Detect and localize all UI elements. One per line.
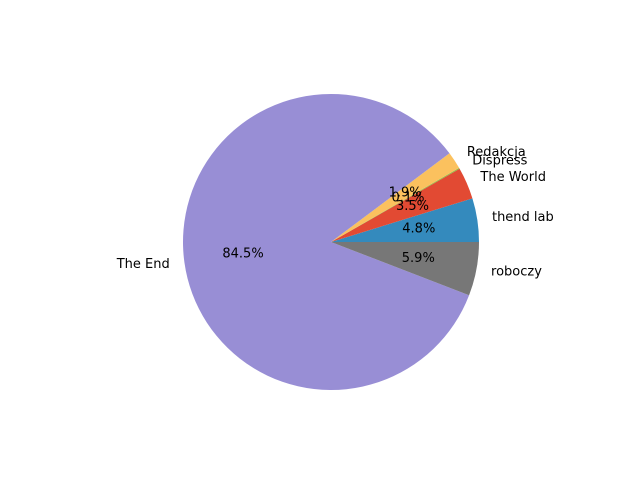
slice-label-dispress: Dispress (472, 153, 527, 168)
pie-slice-the-end (183, 93, 470, 390)
pie-slice-dispress (331, 167, 460, 242)
pie-slice-redakcja (331, 153, 460, 242)
slice-label-the-world: The World (479, 170, 546, 185)
slice-label-redakcja: Redakcja (467, 145, 526, 160)
pie-slice-the-world (331, 168, 473, 242)
slice-percent-redakcja: 1.9% (389, 186, 422, 201)
slice-percent-thend-lab: 4.8% (402, 221, 435, 236)
slice-percent-dispress: 0.1% (392, 190, 425, 205)
pie-slice-thend-lab (331, 198, 479, 242)
slice-label-roboczy: roboczy (491, 264, 542, 279)
slice-percent-the-end: 84.5% (222, 247, 263, 262)
labels-layer: thend lab 4.8% The World 3.5% Dispress 0.1% Re… (116, 145, 554, 279)
slice-percent-roboczy: 5.9% (402, 251, 435, 266)
pie-slice-roboczy (331, 242, 479, 296)
slice-label-thend-lab: thend lab (492, 210, 554, 225)
slice-label-the-end: The End (116, 257, 170, 272)
slice-percent-the-world: 3.5% (396, 199, 429, 214)
slices-layer (183, 93, 479, 390)
